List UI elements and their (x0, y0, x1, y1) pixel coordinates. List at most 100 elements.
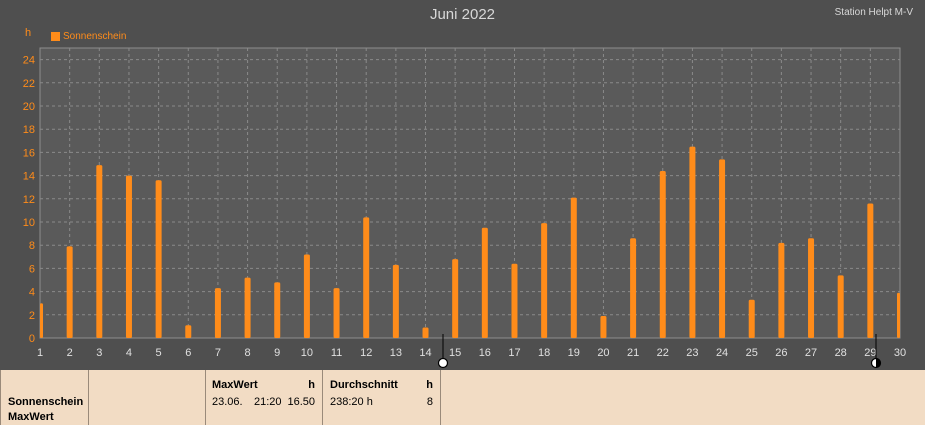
x-tick-label: 5 (156, 347, 162, 359)
legend-label: Sonnenschein (63, 31, 127, 42)
bar-day-13[interactable] (392, 264, 399, 338)
y-tick-label: 4 (29, 287, 35, 299)
max-header: MaxWert (212, 379, 258, 391)
bar-day-2[interactable] (66, 246, 73, 338)
legend-swatch (51, 32, 60, 41)
avg-header: Durchschnitt (330, 379, 398, 391)
bar-day-18[interactable] (541, 223, 548, 338)
x-tick-label: 28 (835, 347, 847, 359)
max-unit: h (308, 379, 315, 391)
bar-day-27[interactable] (808, 238, 815, 338)
bar-day-21[interactable] (630, 238, 637, 338)
x-tick-label: 9 (274, 347, 280, 359)
bar-day-12[interactable] (363, 217, 370, 338)
x-tick-label: 12 (360, 347, 372, 359)
max-value: 16.50 (287, 396, 315, 408)
y-tick-label: 2 (29, 310, 35, 322)
x-tick-label: 14 (419, 347, 431, 359)
panel-empty-cell (89, 370, 206, 425)
bar-day-6[interactable] (185, 325, 192, 338)
x-tick-labels: 1 2 3 4 5 6 7 8 9 10 11 12 13 14 15 16 17 18 19 20 21 22 23 24 2… (37, 347, 906, 359)
x-tick-label: 22 (657, 347, 669, 359)
x-tick-label: 18 (538, 347, 550, 359)
row-label-sonnenschein: Sonnenschein (8, 396, 84, 408)
max-time: 21:20 (254, 396, 282, 408)
bar-day-16[interactable] (481, 227, 488, 338)
x-tick-label: 8 (245, 347, 251, 359)
bar-day-15[interactable] (452, 259, 459, 338)
row-label-maxwert: MaxWert (8, 411, 54, 423)
y-tick-label: 14 (23, 171, 35, 183)
bar-day-1[interactable] (40, 303, 43, 338)
bar-series-sonnenschein (40, 146, 900, 338)
x-tick-label: 11 (331, 347, 342, 359)
panel-max-cell: MaxWert h 23.06. 21:20 16.50 (206, 370, 323, 425)
bar-day-22[interactable] (659, 170, 666, 338)
x-tick-label: 7 (215, 347, 221, 359)
y-tick-label: 16 (23, 147, 35, 159)
x-tick-label: 21 (627, 347, 639, 359)
x-tick-label: 6 (185, 347, 191, 359)
x-tick-label: 20 (597, 347, 609, 359)
bar-day-29[interactable] (867, 203, 874, 338)
y-tick-label: 12 (23, 194, 35, 206)
x-tick-label: 1 (37, 347, 43, 359)
bar-day-30[interactable] (897, 292, 900, 338)
bar-day-5[interactable] (155, 180, 162, 338)
x-tick-label: 27 (805, 347, 817, 359)
bar-day-17[interactable] (511, 263, 518, 338)
avg-unit: h (426, 379, 433, 391)
x-tick-label: 16 (479, 347, 491, 359)
panel-row-labels: Sonnenschein MaxWert (0, 370, 89, 425)
y-tick-label: 18 (23, 124, 35, 136)
x-tick-label: 4 (126, 347, 132, 359)
bar-day-8[interactable] (244, 277, 251, 338)
y-tick-label: 24 (23, 55, 35, 67)
y-tick-label: 20 (23, 101, 35, 113)
avg-value: 8 (426, 396, 433, 408)
plot-background (39, 47, 901, 339)
bar-day-7[interactable] (214, 288, 221, 338)
bar-day-9[interactable] (274, 282, 281, 338)
bar-day-11[interactable] (333, 288, 340, 338)
bar-day-23[interactable] (689, 146, 696, 338)
y-tick-label: 8 (29, 240, 35, 252)
y-tick-label: 10 (23, 217, 35, 229)
x-tick-label: 26 (775, 347, 787, 359)
max-date: 23.06. (212, 396, 243, 408)
scroll-handle-right-fill (876, 358, 881, 368)
chart-title: Juni 2022 (429, 6, 496, 23)
x-tick-label: 3 (96, 347, 102, 359)
bar-day-10[interactable] (303, 254, 310, 338)
x-tick-label: 19 (568, 347, 580, 359)
summary-panel: Sonnenschein MaxWert MaxWert h 23.06. 21… (0, 370, 925, 425)
bar-day-19[interactable] (570, 197, 577, 338)
avg-sum: 238:20 h (330, 396, 373, 408)
bar-day-14[interactable] (422, 327, 429, 338)
bar-day-28[interactable] (837, 275, 844, 338)
x-tick-label: 17 (508, 347, 520, 359)
scroll-handle-left[interactable] (437, 357, 449, 369)
x-tick-label: 23 (686, 347, 698, 359)
x-tick-label: 13 (390, 347, 402, 359)
x-tick-label: 2 (67, 347, 73, 359)
y-tick-label: 0 (29, 333, 35, 345)
bar-day-3[interactable] (96, 165, 103, 338)
x-tick-label: 24 (716, 347, 728, 359)
x-tick-label: 30 (894, 347, 906, 359)
bar-day-24[interactable] (719, 159, 726, 338)
station-name: Station Helpt M-V (834, 7, 913, 18)
x-tick-label: 25 (746, 347, 758, 359)
y-axis-unit: h (25, 27, 32, 39)
x-tick-label: 15 (449, 347, 461, 359)
bar-day-26[interactable] (778, 242, 785, 338)
bar-day-20[interactable] (600, 315, 607, 338)
y-tick-label: 22 (23, 78, 35, 90)
legend[interactable]: Sonnenschein (51, 31, 126, 42)
x-tick-label: 10 (301, 347, 313, 359)
bar-day-25[interactable] (748, 299, 755, 338)
panel-avg-cell: Durchschnitt h 238:20 h 8 (323, 370, 441, 425)
bar-day-4[interactable] (125, 175, 132, 338)
